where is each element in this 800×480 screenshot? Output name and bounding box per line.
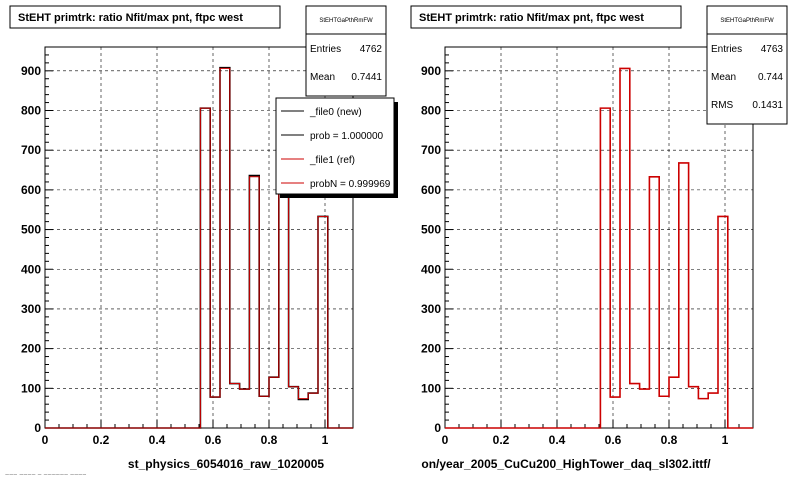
stats-value: 0.744	[758, 72, 783, 83]
legend-frame	[275, 97, 395, 195]
y-tick-label: 700	[21, 143, 41, 157]
stats-label: Entries	[310, 44, 341, 55]
legend-label: _file0 (new)	[309, 107, 362, 118]
legend-label: _file1 (ref)	[309, 155, 355, 166]
x-tick-label: 0.8	[261, 433, 278, 447]
x-tick-label: 1	[722, 433, 729, 447]
stats-name: StEHTGaPthRmFW	[319, 18, 373, 24]
legend-label: prob = 1.000000	[310, 131, 384, 142]
stats-frame	[706, 5, 788, 125]
histogram-chart-right: 0 0.2 0.4 0.6 0.8 1 0 100 200 300 400 500 600 700 800 9…	[410, 5, 788, 471]
y-tick-label: 0	[34, 421, 41, 435]
x-tick-label: 0.8	[661, 433, 678, 447]
x-tick-label: 0.4	[149, 433, 166, 447]
plot-frame	[444, 46, 754, 429]
stats-name: StEHTGaPthRmFW	[720, 18, 774, 24]
y-tick-label: 800	[21, 104, 41, 118]
x-tick-label: 1	[322, 433, 329, 447]
y-tick-label: 200	[21, 342, 41, 356]
stats-label: Mean	[310, 72, 335, 83]
stats-label: RMS	[711, 100, 734, 111]
histogram-panel-left: 0 0.2 0.4 0.6 0.8 1 0 100 200 300 400 500 600 700 800 9…	[5, 5, 398, 479]
y-tick-label: 0	[434, 421, 441, 435]
y-tick-label: 400	[421, 262, 441, 276]
y-tick-label: 500	[21, 223, 41, 237]
y-tick-label: 900	[421, 64, 441, 78]
y-tick-label: 500	[421, 223, 441, 237]
legend-label: probN = 0.999969	[310, 179, 391, 190]
y-tick-label: 300	[421, 302, 441, 316]
y-tick-label: 100	[421, 381, 441, 395]
x-tick-label: 0.6	[205, 433, 222, 447]
stats-box: StEHTGaPthRmFW Entries 4762 Mean 0.7441	[305, 5, 387, 97]
x-tick-label: 0.4	[549, 433, 566, 447]
y-tick-label: 300	[21, 302, 41, 316]
y-tick-label: 700	[421, 143, 441, 157]
x-tick-label: 0.6	[605, 433, 622, 447]
histogram-series-line	[45, 67, 353, 429]
stats-value: 4763	[761, 44, 784, 55]
x-tick-label: 0	[442, 433, 449, 447]
histogram-chart-left: 0 0.2 0.4 0.6 0.8 1 0 100 200 300 400 500 600 700 800 9…	[5, 5, 398, 479]
chart-title: StEHT primtrk: ratio Nfit/max pnt, ftpc …	[419, 12, 644, 24]
stats-label: Entries	[711, 44, 742, 55]
footer-text: ~~~ ~~~~ ~ ~~~~~~ ~~~~	[5, 472, 86, 479]
stats-value: 0.1431	[752, 100, 783, 111]
x-axis-label: st_physics_6054016_raw_1020005	[128, 457, 324, 471]
y-tick-label: 400	[21, 262, 41, 276]
stats-value: 4762	[360, 44, 383, 55]
y-tick-label: 200	[421, 342, 441, 356]
chart-title-box: StEHT primtrk: ratio Nfit/max pnt, ftpc …	[410, 5, 682, 29]
chart-title-frame	[9, 5, 281, 29]
y-tick-label: 600	[21, 183, 41, 197]
x-tick-label: 0	[42, 433, 49, 447]
x-tick-label: 0.2	[493, 433, 510, 447]
chart-title: StEHT primtrk: ratio Nfit/max pnt, ftpc …	[18, 12, 243, 24]
x-axis-label: on/year_2005_CuCu200_HighTower_daq_sl302…	[421, 457, 711, 471]
legend-box: _file0 (new) prob = 1.000000 _file1 (ref) p…	[275, 97, 398, 198]
chart-title-frame	[410, 5, 682, 29]
histogram-panel-right: 0 0.2 0.4 0.6 0.8 1 0 100 200 300 400 500 600 700 800 9…	[400, 0, 800, 480]
y-tick-label: 100	[21, 381, 41, 395]
chart-title-box: StEHT primtrk: ratio Nfit/max pnt, ftpc …	[9, 5, 281, 29]
stats-value: 0.7441	[351, 72, 382, 83]
stats-label: Mean	[711, 72, 736, 83]
y-tick-label: 900	[21, 64, 41, 78]
stats-frame	[305, 5, 387, 97]
histogram-series-line	[445, 67, 753, 429]
x-tick-label: 0.2	[93, 433, 110, 447]
y-tick-label: 800	[421, 104, 441, 118]
y-tick-label: 600	[421, 183, 441, 197]
stats-box: StEHTGaPthRmFW Entries 4763 Mean 0.744 RMS 0.1…	[706, 5, 788, 125]
